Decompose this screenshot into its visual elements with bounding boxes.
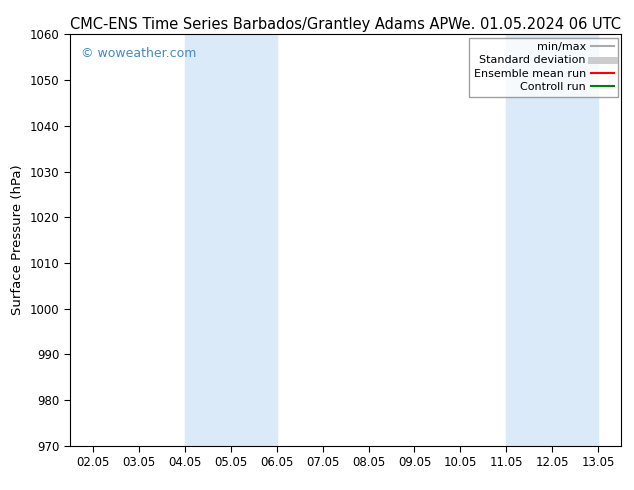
Y-axis label: Surface Pressure (hPa): Surface Pressure (hPa) (11, 165, 24, 316)
Bar (184, 34, 276, 446)
Legend: min/max, Standard deviation, Ensemble mean run, Controll run: min/max, Standard deviation, Ensemble me… (469, 38, 618, 97)
Bar (507, 34, 598, 446)
Text: CMC-ENS Time Series Barbados/Grantley Adams AP: CMC-ENS Time Series Barbados/Grantley Ad… (70, 17, 448, 32)
Text: We. 01.05.2024 06 UTC: We. 01.05.2024 06 UTC (448, 17, 621, 32)
Text: © woweather.com: © woweather.com (81, 47, 196, 60)
